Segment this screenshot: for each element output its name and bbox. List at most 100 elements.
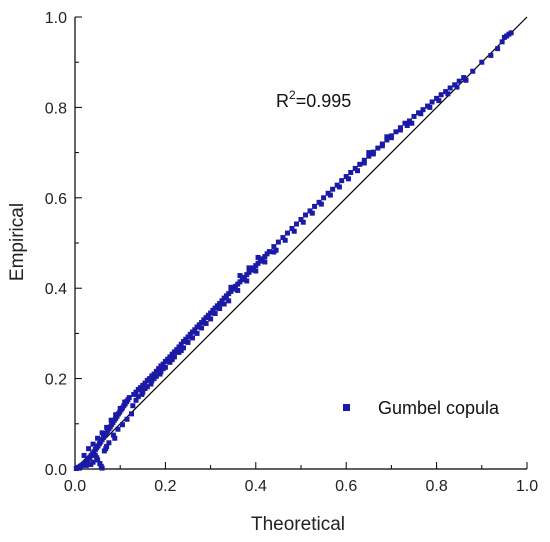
data-point bbox=[345, 176, 351, 182]
data-point bbox=[447, 85, 453, 91]
data-point bbox=[167, 359, 173, 365]
data-point bbox=[327, 192, 333, 198]
y-axis-ticks: 0.0 0.2 0.4 0.6 0.8 1.0 bbox=[45, 10, 82, 479]
data-point bbox=[169, 357, 175, 363]
y-tick-label: 0.0 bbox=[45, 462, 67, 479]
data-point bbox=[418, 111, 424, 117]
data-point bbox=[255, 254, 261, 260]
data-point bbox=[221, 301, 227, 307]
data-point bbox=[167, 354, 173, 360]
data-point bbox=[151, 376, 157, 382]
data-point bbox=[194, 330, 200, 336]
data-point bbox=[153, 368, 159, 374]
data-point bbox=[217, 301, 223, 307]
data-point bbox=[160, 361, 166, 367]
data-point bbox=[499, 39, 505, 45]
reference-line-y-equals-x bbox=[74, 16, 528, 470]
data-point bbox=[180, 345, 186, 351]
data-point bbox=[321, 195, 327, 201]
data-point bbox=[370, 151, 376, 157]
data-point bbox=[185, 334, 191, 340]
data-point bbox=[284, 230, 290, 236]
data-point bbox=[110, 432, 116, 438]
data-point bbox=[495, 46, 501, 52]
r-squared-annotation: R2=0.995 bbox=[276, 88, 351, 111]
x-tick-label: 0.2 bbox=[154, 478, 176, 495]
data-point bbox=[300, 219, 306, 225]
y-tick-label: 0.8 bbox=[45, 100, 67, 117]
data-point bbox=[235, 287, 241, 293]
r-squared-value: =0.995 bbox=[296, 91, 352, 111]
data-point bbox=[388, 135, 394, 141]
data-point bbox=[99, 465, 105, 471]
data-point bbox=[244, 278, 250, 284]
data-point bbox=[199, 325, 205, 331]
data-point bbox=[106, 440, 112, 446]
data-point bbox=[219, 298, 225, 304]
data-point bbox=[309, 210, 315, 216]
data-point bbox=[293, 221, 299, 227]
data-point bbox=[411, 113, 417, 119]
data-point bbox=[273, 247, 279, 253]
data-point bbox=[291, 228, 297, 234]
data-point bbox=[112, 435, 118, 441]
data-point bbox=[95, 435, 101, 441]
data-point bbox=[133, 397, 139, 403]
data-point bbox=[148, 381, 154, 387]
data-point bbox=[303, 212, 309, 218]
data-point bbox=[115, 426, 121, 432]
data-point bbox=[122, 399, 128, 405]
data-point bbox=[266, 249, 272, 255]
data-point bbox=[330, 186, 336, 192]
data-point bbox=[470, 68, 476, 74]
data-point bbox=[427, 104, 433, 110]
data-point bbox=[212, 311, 218, 317]
data-point bbox=[83, 462, 89, 468]
data-point bbox=[174, 347, 180, 353]
y-tick-label: 0.6 bbox=[45, 191, 67, 208]
legend-label: Gumbel copula bbox=[378, 398, 500, 418]
data-point bbox=[226, 298, 232, 304]
data-point bbox=[298, 216, 304, 222]
data-point bbox=[199, 320, 205, 326]
y-tick-label: 0.4 bbox=[45, 281, 67, 298]
data-point bbox=[157, 371, 163, 377]
data-point bbox=[271, 244, 277, 250]
data-point bbox=[348, 169, 354, 175]
data-point bbox=[336, 184, 342, 190]
data-point bbox=[113, 412, 119, 418]
data-points bbox=[73, 30, 514, 472]
data-point bbox=[176, 344, 182, 350]
r-squared-base: R bbox=[276, 91, 289, 111]
data-point bbox=[262, 259, 268, 265]
data-point bbox=[77, 465, 83, 471]
data-point bbox=[185, 339, 191, 345]
legend-marker-square-icon bbox=[343, 404, 350, 411]
data-point bbox=[242, 274, 247, 280]
data-point bbox=[126, 395, 132, 401]
y-tick-label: 1.0 bbox=[45, 10, 67, 27]
data-point bbox=[318, 201, 324, 207]
data-point bbox=[190, 335, 196, 341]
data-point bbox=[375, 145, 381, 151]
data-point bbox=[108, 417, 114, 423]
data-point bbox=[339, 178, 345, 184]
data-point bbox=[366, 153, 372, 159]
x-tick-label: 0.6 bbox=[335, 478, 357, 495]
data-point bbox=[445, 91, 451, 97]
data-point bbox=[282, 237, 288, 243]
data-point bbox=[192, 327, 198, 333]
data-point bbox=[97, 461, 103, 467]
data-point bbox=[160, 366, 166, 372]
data-point bbox=[275, 239, 281, 245]
data-point bbox=[454, 84, 460, 90]
data-point bbox=[393, 129, 399, 135]
x-tick-label: 0.8 bbox=[425, 478, 447, 495]
data-point bbox=[429, 99, 435, 105]
x-tick-label: 0.0 bbox=[64, 478, 86, 495]
data-point bbox=[379, 143, 385, 149]
data-point bbox=[420, 107, 426, 113]
data-point bbox=[129, 411, 134, 417]
y-axis-title: Empirical bbox=[7, 203, 28, 281]
